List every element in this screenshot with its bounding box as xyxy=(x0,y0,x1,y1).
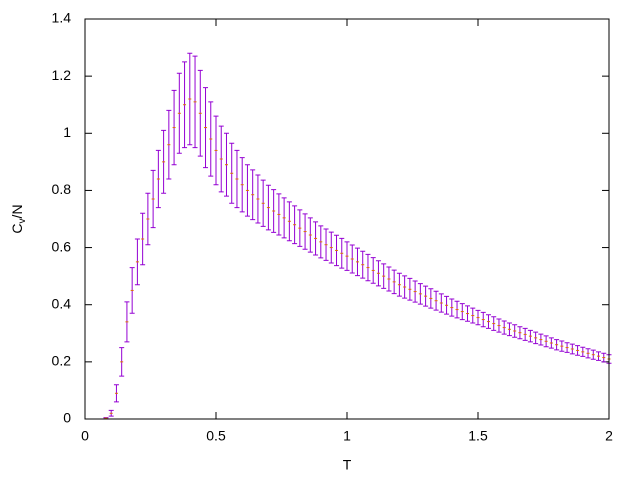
x-tick-label: 1 xyxy=(343,428,351,444)
y-label-part: C xyxy=(9,223,25,233)
x-tick-label: 1.5 xyxy=(468,428,488,444)
y-tick-label: 0.6 xyxy=(52,238,72,254)
y-label-sub: v xyxy=(17,218,28,223)
plot-border xyxy=(84,18,610,420)
x-axis-label: T xyxy=(343,457,352,473)
y-tick-label: 0.8 xyxy=(52,181,72,197)
y-label-part: /N xyxy=(9,204,25,218)
y-tick-label: 0.4 xyxy=(52,295,72,311)
y-tick-label: 0.2 xyxy=(52,353,72,369)
x-tick-label: 0.5 xyxy=(206,428,226,444)
y-tick-label: 0 xyxy=(63,410,71,426)
y-tick-label: 1.4 xyxy=(52,10,72,26)
x-tick-label: 0 xyxy=(81,428,89,444)
y-tick-label: 1 xyxy=(63,124,71,140)
y-tick-label: 1.2 xyxy=(52,67,72,83)
y-axis-label: Cv/N xyxy=(9,204,28,233)
x-tick-label: 2 xyxy=(605,428,613,444)
